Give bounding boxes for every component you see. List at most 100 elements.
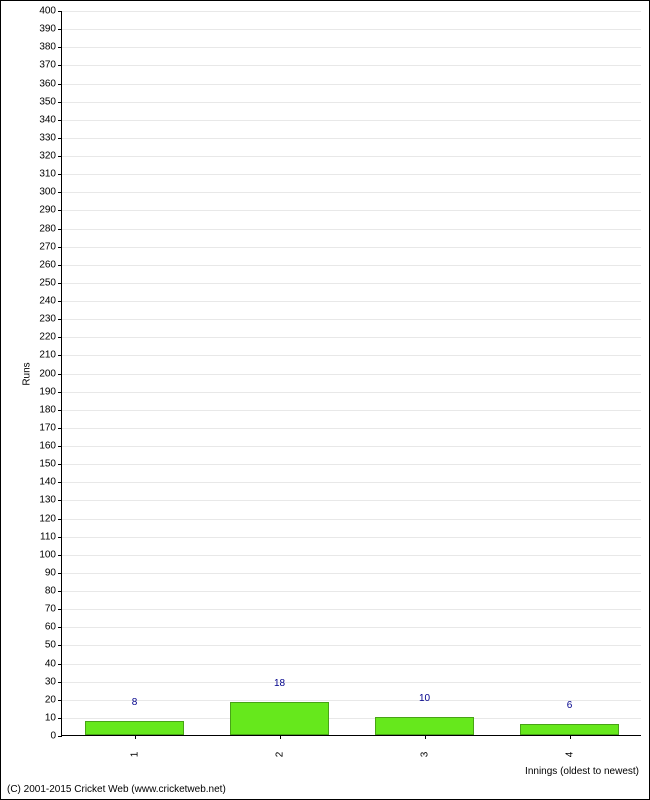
- ytick-label: 400: [39, 6, 62, 17]
- gridline: [62, 591, 641, 592]
- ytick-label: 150: [39, 459, 62, 470]
- bar: [85, 721, 184, 736]
- ytick-label: 380: [39, 42, 62, 53]
- ytick-label: 170: [39, 422, 62, 433]
- gridline: [62, 682, 641, 683]
- gridline: [62, 519, 641, 520]
- chart-container: 0102030405060708090100110120130140150160…: [0, 0, 650, 800]
- xtick-mark: [280, 735, 281, 739]
- ytick-label: 330: [39, 132, 62, 143]
- gridline: [62, 210, 641, 211]
- ytick-label: 60: [45, 622, 62, 633]
- ytick-label: 130: [39, 495, 62, 506]
- gridline: [62, 700, 641, 701]
- x-axis-label: Innings (oldest to newest): [525, 766, 639, 777]
- ytick-label: 350: [39, 96, 62, 107]
- gridline: [62, 428, 641, 429]
- gridline: [62, 718, 641, 719]
- ytick-label: 40: [45, 658, 62, 669]
- ytick-label: 90: [45, 567, 62, 578]
- ytick-label: 30: [45, 676, 62, 687]
- gridline: [62, 47, 641, 48]
- gridline: [62, 102, 641, 103]
- plot-area: 0102030405060708090100110120130140150160…: [61, 11, 641, 736]
- ytick-label: 180: [39, 404, 62, 415]
- gridline: [62, 192, 641, 193]
- gridline: [62, 609, 641, 610]
- ytick-label: 290: [39, 205, 62, 216]
- ytick-label: 160: [39, 441, 62, 452]
- bar: [520, 724, 619, 735]
- ytick-label: 100: [39, 549, 62, 560]
- ytick-label: 250: [39, 277, 62, 288]
- gridline: [62, 500, 641, 501]
- gridline: [62, 464, 641, 465]
- ytick-label: 340: [39, 114, 62, 125]
- ytick-label: 0: [50, 731, 62, 742]
- ytick-label: 110: [40, 531, 62, 542]
- gridline: [62, 174, 641, 175]
- ytick-label: 280: [39, 223, 62, 234]
- xtick-label: 3: [419, 752, 430, 758]
- gridline: [62, 283, 641, 284]
- gridline: [62, 84, 641, 85]
- ytick-label: 200: [39, 368, 62, 379]
- gridline: [62, 410, 641, 411]
- ytick-label: 260: [39, 259, 62, 270]
- gridline: [62, 11, 641, 12]
- gridline: [62, 537, 641, 538]
- gridline: [62, 392, 641, 393]
- xtick-label: 1: [129, 752, 140, 758]
- xtick-mark: [570, 735, 571, 739]
- gridline: [62, 138, 641, 139]
- bar-value-label: 10: [419, 693, 430, 704]
- ytick-label: 140: [39, 477, 62, 488]
- gridline: [62, 247, 641, 248]
- ytick-label: 220: [39, 332, 62, 343]
- gridline: [62, 229, 641, 230]
- ytick-label: 300: [39, 187, 62, 198]
- ytick-label: 390: [39, 24, 62, 35]
- xtick-label: 4: [564, 752, 575, 758]
- xtick-label: 2: [274, 752, 285, 758]
- ytick-label: 20: [45, 694, 62, 705]
- xtick-mark: [425, 735, 426, 739]
- bar: [230, 702, 329, 735]
- gridline: [62, 664, 641, 665]
- gridline: [62, 301, 641, 302]
- ytick-label: 50: [45, 640, 62, 651]
- copyright-text: (C) 2001-2015 Cricket Web (www.cricketwe…: [7, 784, 226, 795]
- ytick-label: 310: [39, 169, 62, 180]
- gridline: [62, 573, 641, 574]
- ytick-label: 230: [39, 314, 62, 325]
- gridline: [62, 120, 641, 121]
- gridline: [62, 265, 641, 266]
- ytick-label: 240: [39, 296, 62, 307]
- ytick-label: 210: [39, 350, 62, 361]
- gridline: [62, 555, 641, 556]
- ytick-label: 10: [45, 712, 62, 723]
- gridline: [62, 319, 641, 320]
- bar-value-label: 18: [274, 678, 285, 689]
- y-axis-label: Runs: [22, 362, 33, 385]
- gridline: [62, 355, 641, 356]
- ytick-label: 70: [45, 604, 62, 615]
- ytick-label: 190: [39, 386, 62, 397]
- gridline: [62, 446, 641, 447]
- xtick-mark: [135, 735, 136, 739]
- gridline: [62, 156, 641, 157]
- gridline: [62, 337, 641, 338]
- ytick-label: 320: [39, 151, 62, 162]
- ytick-label: 370: [39, 60, 62, 71]
- bar-value-label: 8: [132, 697, 138, 708]
- gridline: [62, 482, 641, 483]
- gridline: [62, 645, 641, 646]
- gridline: [62, 65, 641, 66]
- bar: [375, 717, 474, 735]
- gridline: [62, 374, 641, 375]
- gridline: [62, 627, 641, 628]
- ytick-label: 120: [39, 513, 62, 524]
- ytick-label: 360: [39, 78, 62, 89]
- bar-value-label: 6: [567, 700, 573, 711]
- gridline: [62, 29, 641, 30]
